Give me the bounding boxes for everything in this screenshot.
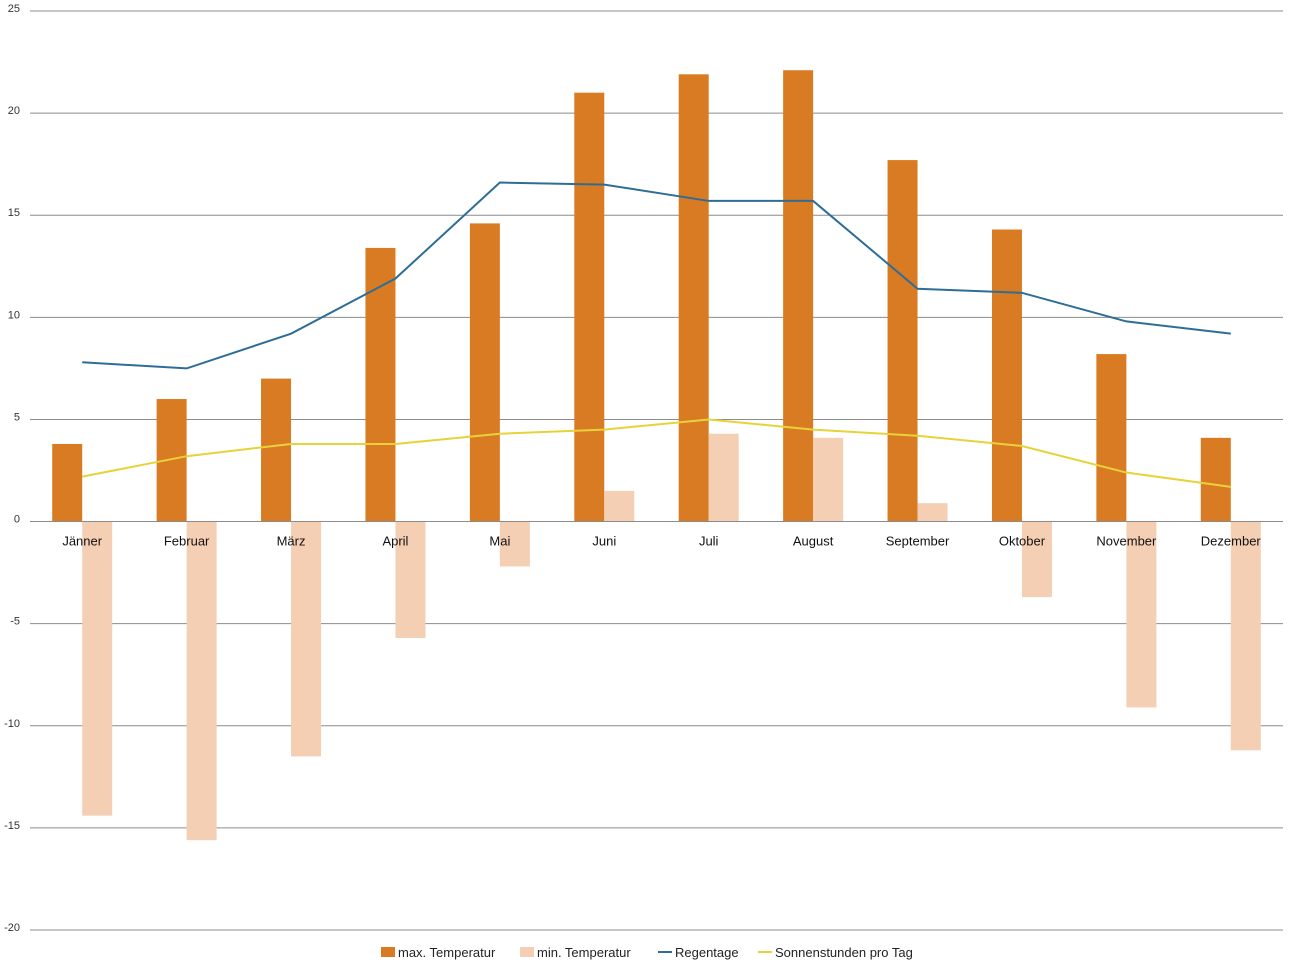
x-category-label: November xyxy=(1096,534,1157,549)
bar-min-temperature xyxy=(813,437,844,522)
y-tick-label: 15 xyxy=(8,207,20,219)
legend-entry: Regentage xyxy=(675,945,739,960)
legend-entry: Sonnenstunden pro Tag xyxy=(775,945,913,960)
y-tick-label: -20 xyxy=(4,922,20,934)
bar-min-temperature xyxy=(82,521,113,816)
bar-min-temperature xyxy=(1230,521,1261,751)
y-axis-tick-labels: 25 20 15 10 5 0 -5 -10 -15 -20 xyxy=(4,3,20,934)
line-series xyxy=(82,181,1231,488)
bar-max-temperature xyxy=(991,229,1022,522)
bar-min-temperature xyxy=(395,521,426,638)
x-category-label: September xyxy=(886,534,950,549)
legend-swatch xyxy=(520,947,534,957)
bar-min-temperature xyxy=(1021,521,1052,598)
bar-max-temperature xyxy=(52,443,83,522)
x-category-label: Oktober xyxy=(999,534,1046,549)
legend: max. Temperatur min. Temperatur Regentage S… xyxy=(381,945,913,960)
x-category-label: April xyxy=(382,534,408,549)
x-axis-category-labels: Jänner Februar März April Mai Juni Juli August S… xyxy=(62,534,1261,549)
x-category-label: März xyxy=(277,534,306,549)
line-sonnenstunden xyxy=(82,418,1231,488)
bar-min-temperature xyxy=(604,490,635,522)
bar-min-temperature xyxy=(708,433,739,522)
x-category-label: Juni xyxy=(592,534,616,549)
legend-entry: min. Temperatur xyxy=(537,945,631,960)
bar-max-temperature xyxy=(574,92,605,522)
y-tick-label: -10 xyxy=(4,718,20,730)
x-category-label: Dezember xyxy=(1201,534,1262,549)
bar-series xyxy=(52,70,1261,841)
y-tick-label: 5 xyxy=(14,411,20,423)
bar-max-temperature xyxy=(1096,354,1127,522)
bar-min-temperature xyxy=(186,521,217,841)
y-tick-label: 10 xyxy=(8,309,20,321)
bar-max-temperature xyxy=(887,160,918,522)
gridlines xyxy=(30,10,1283,931)
x-category-label: Mai xyxy=(489,534,510,549)
y-tick-label: 0 xyxy=(14,514,20,526)
bar-min-temperature xyxy=(499,521,530,567)
bar-min-temperature xyxy=(1126,521,1157,708)
bar-max-temperature xyxy=(365,247,396,522)
line-regentage xyxy=(82,181,1231,370)
bar-max-temperature xyxy=(469,223,500,522)
bar-max-temperature xyxy=(678,74,709,522)
x-category-label: Februar xyxy=(164,534,210,549)
y-tick-label: 25 xyxy=(8,3,20,15)
bar-max-temperature xyxy=(1200,437,1231,522)
bar-max-temperature xyxy=(261,378,292,522)
x-category-label: Juli xyxy=(699,534,719,549)
bar-min-temperature xyxy=(291,521,322,757)
y-tick-label: -5 xyxy=(10,616,20,628)
bar-max-temperature xyxy=(783,70,814,522)
y-tick-label: -15 xyxy=(4,820,20,832)
legend-entry: max. Temperatur xyxy=(398,945,496,960)
y-tick-label: 20 xyxy=(8,105,20,117)
legend-swatch xyxy=(381,947,395,957)
bar-min-temperature xyxy=(917,503,948,522)
x-category-label: Jänner xyxy=(62,534,102,549)
x-category-label: August xyxy=(793,534,834,549)
